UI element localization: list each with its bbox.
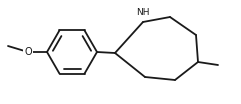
Text: NH: NH bbox=[136, 8, 150, 17]
Text: O: O bbox=[24, 47, 32, 57]
